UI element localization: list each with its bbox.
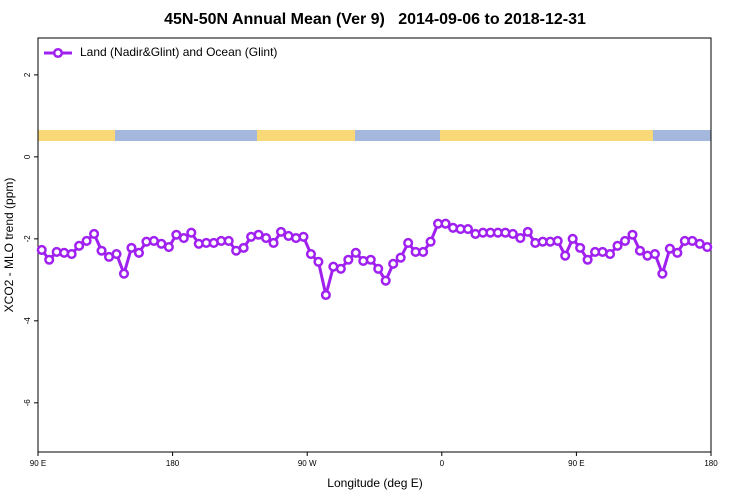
point [515, 232, 526, 244]
point [298, 231, 309, 242]
y-tick-label: -6 [23, 399, 32, 407]
ocean [355, 130, 440, 141]
point [74, 240, 85, 251]
point [440, 218, 451, 229]
point [418, 246, 429, 258]
point [96, 245, 107, 256]
point [575, 242, 586, 253]
chart-title: 45N-50N Annual Mean (Ver 9) 2014-09-06 t… [164, 11, 586, 28]
point [373, 263, 384, 274]
point [672, 247, 683, 258]
y-tick-label: 0 [23, 154, 32, 159]
x-tick-label: 90 E [30, 459, 46, 468]
point [425, 236, 436, 247]
point [133, 247, 144, 258]
point [634, 245, 646, 256]
y-axis-label: XCO2 - MLO trend (ppm) [2, 178, 16, 313]
land [38, 130, 115, 141]
x-tick-label: 90 E [568, 459, 584, 468]
point [702, 241, 713, 253]
y-tick-label: 2 [23, 72, 32, 77]
point [560, 250, 571, 261]
y-tick-label: -2 [23, 235, 32, 243]
point [268, 237, 279, 249]
point [186, 227, 197, 238]
point [649, 248, 660, 260]
point [335, 263, 346, 274]
point [313, 256, 324, 267]
point [403, 237, 414, 249]
x-tick-label: 180 [704, 459, 718, 468]
point [81, 235, 92, 246]
point [261, 232, 272, 244]
point [567, 233, 578, 244]
point [111, 248, 122, 260]
legend-label: Land (Nadir&Glint) and Ocean (Glint) [80, 45, 277, 59]
land [257, 130, 355, 141]
point [552, 235, 563, 246]
point [619, 235, 631, 246]
ocean [653, 130, 711, 141]
x-tick-label: 180 [166, 459, 180, 468]
point [522, 226, 533, 237]
x-tick-label: 90 W [298, 459, 317, 468]
point [275, 226, 287, 237]
point [163, 241, 174, 253]
land [440, 130, 653, 141]
point [395, 252, 406, 263]
land-ocean-band [38, 130, 711, 141]
point [582, 254, 593, 265]
point [462, 223, 474, 235]
point [238, 242, 249, 253]
point [178, 232, 189, 244]
point [365, 254, 376, 265]
x-tick-label: 0 [440, 459, 445, 468]
x-axis-label: Longitude (deg E) [327, 476, 422, 490]
point [223, 235, 234, 246]
point [507, 228, 518, 239]
y-tick-label: -4 [23, 317, 32, 325]
plot-frame [37, 37, 712, 453]
point [305, 248, 316, 260]
point [605, 248, 616, 260]
point [89, 228, 100, 239]
point [380, 275, 391, 286]
point [627, 229, 638, 240]
point [657, 268, 668, 279]
point [350, 247, 361, 258]
point [388, 258, 399, 269]
ocean [115, 130, 257, 141]
point [44, 254, 55, 265]
point [118, 268, 130, 279]
point [126, 242, 137, 253]
point [66, 248, 77, 260]
point [36, 244, 47, 255]
point [343, 254, 354, 265]
legend-marker [52, 47, 64, 59]
point [664, 243, 675, 254]
point [320, 289, 331, 301]
point [612, 240, 623, 251]
